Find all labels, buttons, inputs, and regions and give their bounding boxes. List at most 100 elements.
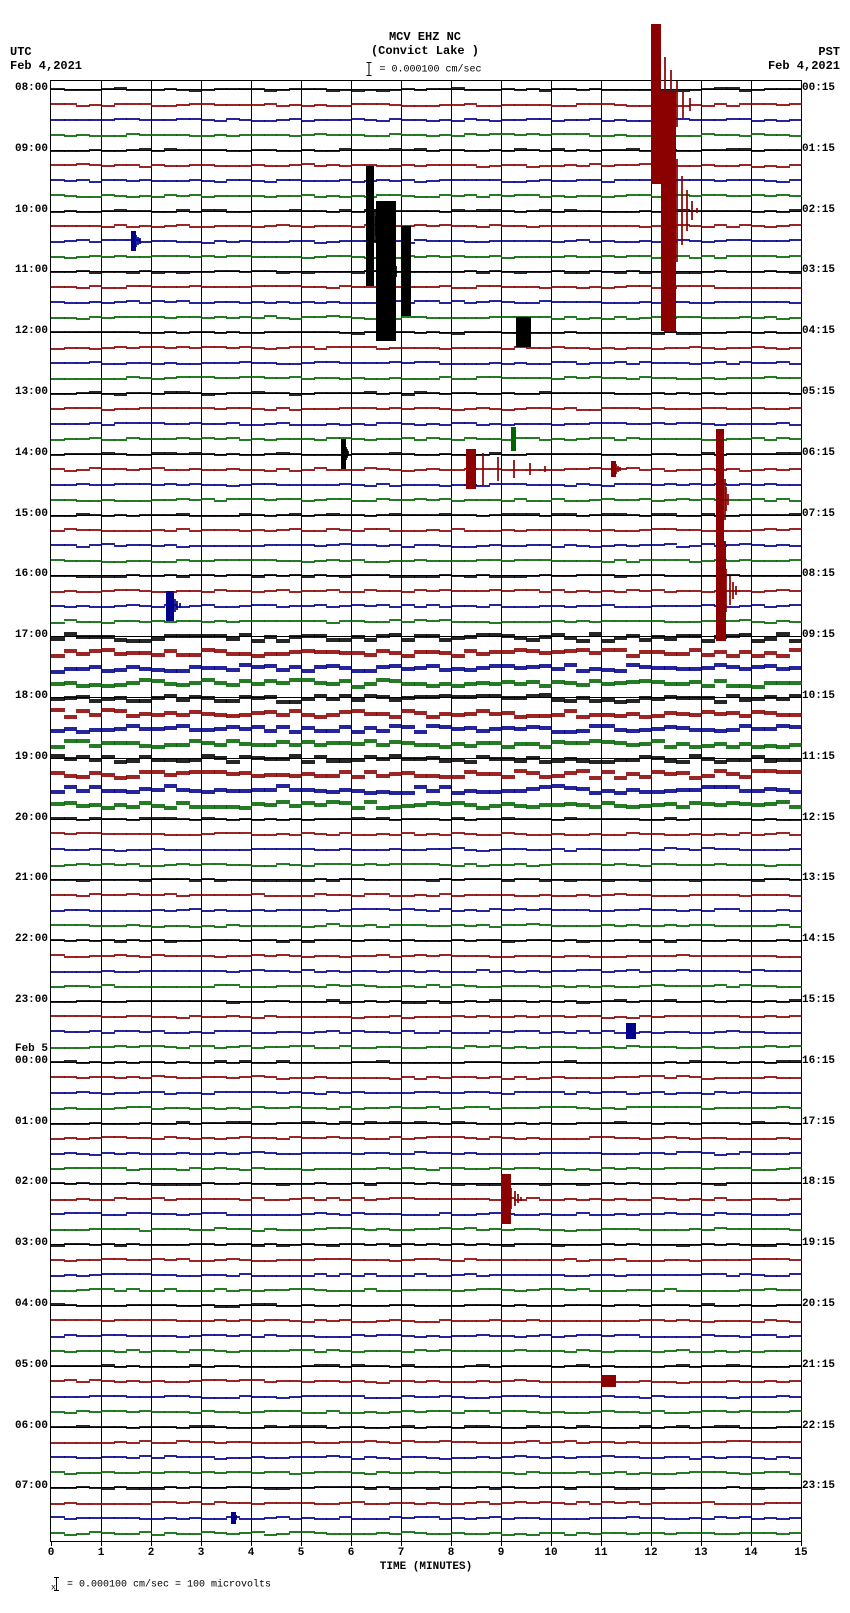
seismic-event-tail	[482, 453, 484, 484]
pst-time-label: 03:15	[802, 264, 835, 276]
seismic-event-tail	[722, 561, 724, 621]
x-tick-label: 4	[248, 1547, 255, 1559]
seismic-event-tail	[619, 467, 621, 472]
x-tick-label: 6	[348, 1547, 355, 1559]
seismic-event-tail	[696, 208, 698, 214]
pst-time-label: 08:15	[802, 568, 835, 580]
pst-time-label: 23:15	[802, 1480, 835, 1492]
x-tick-label: 8	[448, 1547, 455, 1559]
x-tick-label: 3	[198, 1547, 205, 1559]
utc-time-label: 07:00	[15, 1480, 48, 1492]
x-tick-mark	[501, 1541, 502, 1546]
x-tick-mark	[151, 1541, 152, 1546]
pst-time-label: 01:15	[802, 143, 835, 155]
utc-time-label: 20:00	[15, 812, 48, 824]
footer-text: = 0.000100 cm/sec = 100 microvolts	[67, 1580, 271, 1591]
seismic-event-tail	[671, 139, 673, 282]
seismic-event-tail	[725, 569, 727, 612]
utc-time-label: 11:00	[15, 264, 48, 276]
pst-time-label: 07:15	[802, 508, 835, 520]
x-tick-mark	[301, 1541, 302, 1546]
date-left-label: Feb 4,2021	[10, 59, 82, 73]
x-tick-label: 7	[398, 1547, 405, 1559]
pst-time-label: 09:15	[802, 629, 835, 641]
seismic-event-tail	[682, 91, 684, 118]
seismic-event-tail	[729, 576, 731, 605]
utc-time-label: 00:00	[15, 1055, 48, 1067]
x-tick-label: 12	[644, 1547, 657, 1559]
seismic-event-tail	[681, 176, 683, 245]
pst-time-label: 04:15	[802, 325, 835, 337]
seismic-event-tail	[504, 1179, 506, 1218]
seismic-event-tail	[657, 41, 659, 167]
seismic-event-tail	[634, 1029, 636, 1034]
pst-time-label: 18:15	[802, 1176, 835, 1188]
seismic-event-tail	[513, 460, 515, 477]
pst-time-label: 05:15	[802, 386, 835, 398]
x-tick-label: 15	[794, 1547, 807, 1559]
utc-time-label: 21:00	[15, 872, 48, 884]
seismic-event-spike	[651, 24, 661, 184]
seismic-event-tail	[691, 201, 693, 221]
seismic-event-tail	[507, 1184, 509, 1214]
seismic-event-tail	[395, 266, 397, 278]
utc-time-label: 14:00	[15, 447, 48, 459]
utc-time-label: 16:00	[15, 568, 48, 580]
seismic-event-tail	[732, 582, 734, 599]
seismic-event-tail	[607, 1377, 609, 1384]
x-tick-label: 5	[298, 1547, 305, 1559]
utc-time-label: 18:00	[15, 690, 48, 702]
pst-time-label: 20:15	[802, 1298, 835, 1310]
x-axis-label: TIME (MINUTES)	[380, 1561, 472, 1573]
pst-time-label: 10:15	[802, 690, 835, 702]
header-right: PST Feb 4,2021	[768, 45, 840, 73]
x-tick-label: 1	[98, 1547, 105, 1559]
seismic-event-tail	[529, 463, 531, 474]
utc-time-label: 05:00	[15, 1359, 48, 1371]
seismic-event-tail	[517, 1194, 519, 1203]
seismic-event-tail	[389, 251, 391, 291]
scale-bar-icon	[56, 1577, 57, 1591]
gridline-vertical	[651, 81, 652, 1541]
x-tick-label: 0	[48, 1547, 55, 1559]
x-tick-mark	[801, 1541, 802, 1546]
seismic-event-tail	[385, 241, 387, 301]
x-tick-label: 2	[148, 1547, 155, 1559]
pst-time-label: 16:15	[802, 1055, 835, 1067]
utc-time-label: 19:00	[15, 751, 48, 763]
seismic-event-tail	[179, 603, 181, 608]
pst-time-label: 02:15	[802, 204, 835, 216]
pst-time-label: 17:15	[802, 1116, 835, 1128]
seismic-event-tail	[347, 451, 349, 456]
scale-bar-icon	[368, 62, 369, 76]
utc-time-label: 06:00	[15, 1420, 48, 1432]
seismic-event-tail	[520, 1197, 522, 1201]
seismic-event-spike	[661, 91, 676, 331]
utc-time-label: 03:00	[15, 1237, 48, 1249]
plot-container: TIME (MINUTES) x = 0.000100 cm/sec = 100…	[0, 80, 850, 1570]
pst-time-label: 13:15	[802, 872, 835, 884]
seismic-event-tail	[409, 268, 411, 275]
utc-time-label: Feb 5	[15, 1043, 48, 1055]
x-tick-mark	[451, 1541, 452, 1546]
seismic-event-tail	[676, 81, 678, 127]
seismic-event-tail	[689, 98, 691, 111]
x-tick-label: 14	[744, 1547, 757, 1559]
x-tick-mark	[751, 1541, 752, 1546]
seismic-event-tail	[676, 159, 678, 262]
station-name: (Convict Lake )	[371, 44, 479, 58]
seismic-event-tail	[686, 190, 688, 231]
x-tick-label: 10	[544, 1547, 557, 1559]
seismic-event-tail	[497, 457, 499, 481]
seismic-event-tail	[235, 1515, 237, 1520]
utc-time-label: 22:00	[15, 933, 48, 945]
utc-time-label: 08:00	[15, 82, 48, 94]
seismic-event-tail	[610, 1378, 612, 1383]
footer-scale: x = 0.000100 cm/sec = 100 microvolts	[51, 1577, 271, 1593]
seismic-event-tail	[514, 437, 516, 441]
pst-time-label: 11:15	[802, 751, 835, 763]
utc-time-label: 01:00	[15, 1116, 48, 1128]
pst-time-label: 14:15	[802, 933, 835, 945]
utc-time-label: 12:00	[15, 325, 48, 337]
utc-time-label: 13:00	[15, 386, 48, 398]
